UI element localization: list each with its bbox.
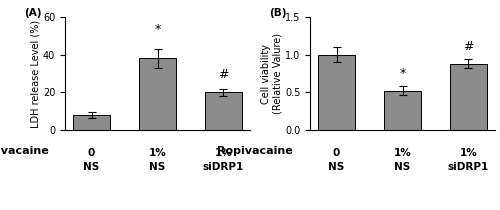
Text: 0: 0 <box>88 148 95 158</box>
Text: (A): (A) <box>24 8 42 18</box>
Text: 1%: 1% <box>214 148 232 158</box>
Text: NS: NS <box>84 162 100 172</box>
Text: #: # <box>463 40 473 53</box>
Bar <box>318 55 354 130</box>
Bar <box>206 92 242 130</box>
Bar <box>450 64 486 130</box>
Text: #: # <box>218 68 228 81</box>
Text: *: * <box>154 23 160 36</box>
Text: (B): (B) <box>270 8 287 18</box>
Bar <box>384 91 420 130</box>
Text: 0: 0 <box>333 148 340 158</box>
Text: siDRP1: siDRP1 <box>203 162 244 172</box>
Bar <box>140 58 175 130</box>
Text: NS: NS <box>394 162 410 172</box>
Text: 1%: 1% <box>394 148 411 158</box>
Text: NS: NS <box>328 162 344 172</box>
Text: NS: NS <box>150 162 166 172</box>
Text: *: * <box>400 67 406 80</box>
Y-axis label: LDH release Level (%): LDH release Level (%) <box>30 20 40 127</box>
Text: Ropivacaine: Ropivacaine <box>218 146 293 156</box>
Bar <box>74 115 110 130</box>
Y-axis label: Cell viability
(Relative Valure): Cell viability (Relative Valure) <box>260 33 282 114</box>
Text: siDRP1: siDRP1 <box>448 162 489 172</box>
Text: 1%: 1% <box>460 148 477 158</box>
Text: Ropivacaine: Ropivacaine <box>0 146 48 156</box>
Text: 1%: 1% <box>148 148 166 158</box>
